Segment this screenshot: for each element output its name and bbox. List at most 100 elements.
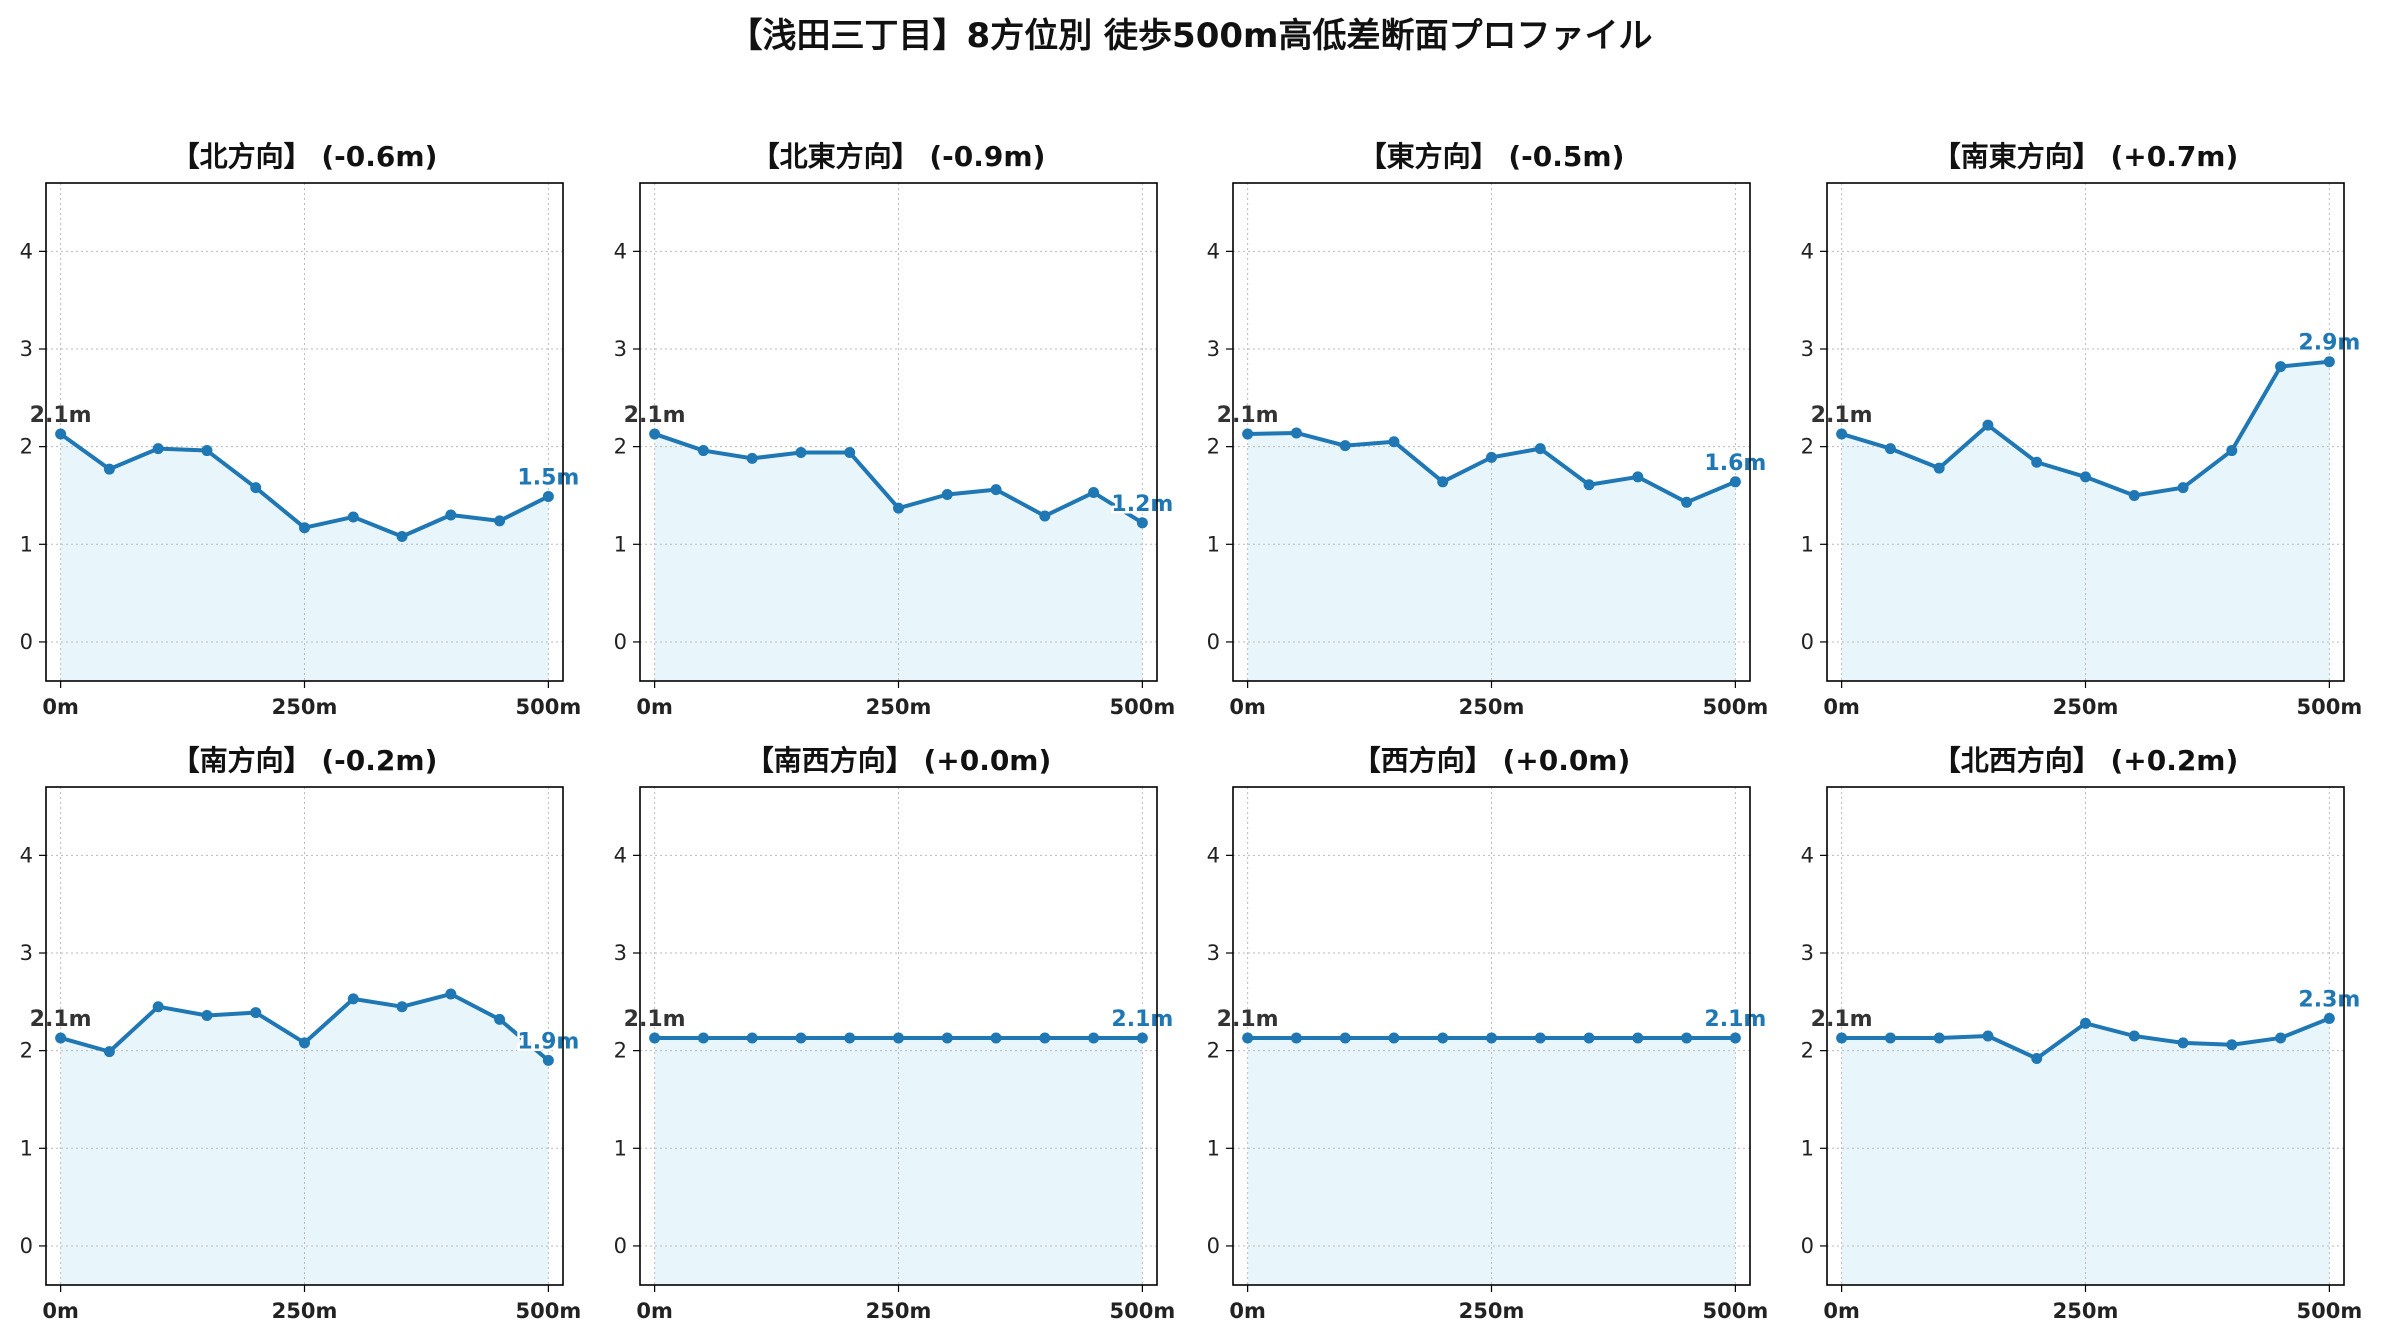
data-point <box>1136 1032 1148 1044</box>
x-tick-label: 500m <box>1703 695 1769 719</box>
data-point <box>1039 510 1051 522</box>
data-point <box>201 445 213 457</box>
y-tick-label: 3 <box>614 941 627 965</box>
panel-7: 【北西方向】 (+0.2m) 0 1 2 3 4 0m 250m 500m 2.1m 2.3m <box>1801 744 2363 1323</box>
y-tick-label: 0 <box>1207 1234 1220 1258</box>
plot-frame <box>45 786 564 1286</box>
data-point <box>445 509 457 521</box>
x-tick-label: 250m <box>866 1299 932 1323</box>
area-fill <box>60 994 549 1285</box>
y-tick-label: 2 <box>1801 435 1814 459</box>
plot-frame <box>639 786 1158 1286</box>
start-value-label: 2.1m <box>30 403 92 428</box>
end-value-label: 1.9m <box>517 1029 579 1054</box>
x-tick-label: 250m <box>2053 695 2119 719</box>
y-tick-label: 1 <box>1207 532 1220 556</box>
x-tick-label: 500m <box>2297 1299 2363 1323</box>
x-tick-label: 0m <box>42 1299 79 1323</box>
data-point <box>396 530 408 542</box>
x-tick-label: 500m <box>1703 1299 1769 1323</box>
data-point <box>396 1001 408 1013</box>
x-tick-label: 500m <box>1110 695 1176 719</box>
data-point <box>2275 1032 2287 1044</box>
start-value-label: 2.1m <box>624 403 686 428</box>
data-point <box>2031 456 2043 468</box>
area-fill <box>1247 432 1736 681</box>
data-point <box>347 993 359 1005</box>
y-tick-label: 0 <box>614 630 627 654</box>
data-point <box>941 488 953 500</box>
x-tick-label: 500m <box>1110 1299 1176 1323</box>
data-point <box>1884 443 1896 455</box>
x-tick-label: 0m <box>1229 695 1266 719</box>
panel-title: 【北西方向】 (+0.2m) <box>1933 744 2239 777</box>
area-fill <box>1841 361 2330 681</box>
data-point <box>2226 1039 2238 1051</box>
x-tick-label: 250m <box>272 1299 338 1323</box>
x-tick-label: 250m <box>866 695 932 719</box>
data-point <box>1486 1032 1497 1044</box>
panel-3: 【南東方向】 (+0.7m) 0 1 2 3 4 0m 250m 500m 2.1m 2.9m <box>1801 140 2363 719</box>
data-point <box>152 443 164 455</box>
data-point <box>990 1032 1002 1044</box>
data-point <box>1039 1032 1051 1044</box>
y-tick-label: 3 <box>1207 941 1220 965</box>
start-value-label: 2.1m <box>1217 403 1279 428</box>
data-point <box>2177 1037 2189 1049</box>
data-point <box>1486 451 1497 463</box>
x-tick-label: 250m <box>1459 1299 1525 1323</box>
panel-title: 【北方向】 (-0.6m) <box>172 140 438 173</box>
data-point <box>55 428 67 440</box>
data-point <box>1836 1032 1848 1044</box>
figure-title: 【浅田三丁目】8方位別 徒歩500m高低差断面プロファイル <box>728 16 1653 56</box>
y-tick-label: 4 <box>20 843 33 867</box>
data-point <box>990 484 1002 496</box>
data-point <box>746 452 758 464</box>
data-point <box>201 1009 213 1021</box>
data-point <box>1242 428 1254 440</box>
data-point <box>2128 489 2140 501</box>
data-point <box>1632 471 1644 483</box>
y-tick-label: 0 <box>1801 1234 1814 1258</box>
data-point <box>1290 1032 1302 1044</box>
start-value-label: 2.1m <box>1811 1007 1873 1032</box>
panel-4: 【南方向】 (-0.2m) 0 1 2 3 4 0m 250m 500m 2.1m 1.9m <box>20 744 582 1323</box>
data-point <box>2031 1052 2043 1064</box>
x-tick-label: 500m <box>2297 695 2363 719</box>
y-tick-label: 4 <box>1207 239 1220 263</box>
plot-frame <box>45 182 564 682</box>
data-point <box>347 511 359 523</box>
data-point <box>152 1001 164 1013</box>
x-tick-label: 500m <box>516 695 582 719</box>
x-tick-label: 0m <box>1823 1299 1860 1323</box>
y-tick-label: 3 <box>20 337 33 361</box>
data-point <box>1388 1032 1400 1044</box>
data-point <box>795 1032 807 1044</box>
data-point <box>1088 1032 1100 1044</box>
y-tick-label: 1 <box>20 532 33 556</box>
data-point <box>1933 1032 1945 1044</box>
y-tick-label: 4 <box>1801 239 1814 263</box>
x-tick-label: 0m <box>636 695 673 719</box>
y-tick-label: 3 <box>1801 941 1814 965</box>
data-point <box>1681 1032 1693 1044</box>
start-value-label: 2.1m <box>30 1007 92 1032</box>
y-tick-label: 0 <box>20 630 33 654</box>
panel-title: 【北東方向】 (-0.9m) <box>752 140 1046 173</box>
data-point <box>1339 1032 1351 1044</box>
data-point <box>795 447 807 459</box>
data-point <box>1534 1032 1546 1044</box>
data-point <box>55 1032 67 1044</box>
data-point <box>844 1032 856 1044</box>
plot-frame <box>1826 182 2345 682</box>
data-point <box>1583 1032 1595 1044</box>
panel-1: 【北東方向】 (-0.9m) 0 1 2 3 4 0m 250m 500m 2.1m 1.2m <box>614 140 1176 719</box>
panel-title: 【南東方向】 (+0.7m) <box>1933 140 2239 173</box>
end-value-label: 2.3m <box>2298 987 2360 1012</box>
y-tick-label: 0 <box>614 1234 627 1258</box>
y-tick-label: 0 <box>1207 630 1220 654</box>
data-point <box>299 522 310 534</box>
data-point <box>893 502 904 514</box>
panel-title: 【南方向】 (-0.2m) <box>172 744 438 777</box>
